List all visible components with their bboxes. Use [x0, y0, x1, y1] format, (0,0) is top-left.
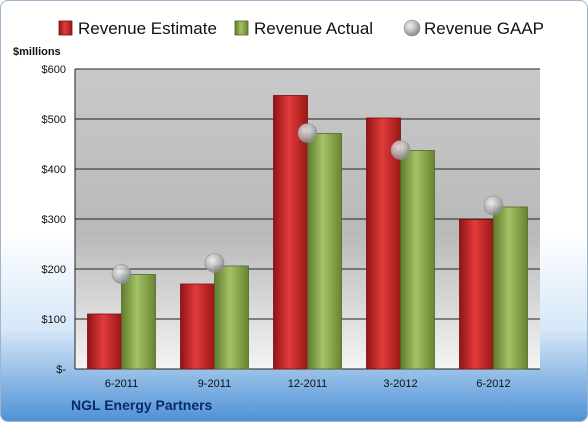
- bar-revenue-estimate: [87, 313, 122, 370]
- y-tick-label: $300: [42, 214, 66, 226]
- bar-revenue-actual: [307, 133, 342, 370]
- bar-revenue-estimate: [273, 95, 308, 370]
- marker-revenue-gaap: [204, 253, 225, 273]
- x-tick-label: 6-2012: [476, 378, 510, 390]
- x-tick-label: 3-2012: [383, 378, 417, 390]
- y-tick-label: $600: [42, 64, 66, 76]
- gaap-markers: [111, 123, 504, 284]
- y-tick-label: $-: [56, 364, 66, 376]
- y-tick-label: $500: [42, 114, 66, 126]
- bar-revenue-estimate: [366, 117, 401, 370]
- y-tick-labels: $- $100 $200 $300 $400 $500 $600: [42, 64, 67, 376]
- legend-swatch-revenue-actual: [234, 20, 249, 36]
- legend-swatch-revenue-gaap: [403, 19, 421, 37]
- marker-revenue-gaap: [297, 123, 318, 143]
- bar-revenue-actual: [121, 274, 156, 370]
- bars: [87, 95, 528, 370]
- x-tick-label: 6-2011: [105, 378, 138, 390]
- legend-label: Revenue Actual: [254, 19, 373, 38]
- x-tick-label: 9-2011: [198, 378, 231, 390]
- legend: Revenue Estimate Revenue Actual Revenue GA…: [58, 19, 544, 38]
- legend-label: Revenue Estimate: [78, 19, 217, 38]
- x-tick-label: 12-2011: [288, 378, 328, 390]
- bar-revenue-estimate: [459, 219, 494, 370]
- y-tick-label: $200: [42, 264, 66, 276]
- marker-revenue-gaap: [483, 195, 504, 216]
- y-tick-label: $100: [42, 314, 66, 326]
- company-name: NGL Energy Partners: [71, 397, 213, 413]
- bar-revenue-estimate: [180, 283, 215, 370]
- marker-revenue-gaap: [390, 140, 411, 160]
- y-tick-label: $400: [42, 164, 66, 176]
- x-tick-labels: 6-2011 9-2011 12-2011 3-2012 6-2012: [105, 378, 511, 390]
- bar-revenue-actual: [400, 150, 435, 370]
- bar-revenue-actual: [214, 265, 249, 370]
- y-axis-unit: $millions: [13, 46, 61, 58]
- legend-swatch-revenue-estimate: [58, 20, 73, 36]
- bar-revenue-actual: [493, 206, 528, 370]
- marker-revenue-gaap: [111, 264, 132, 284]
- legend-label: Revenue GAAP: [424, 19, 544, 38]
